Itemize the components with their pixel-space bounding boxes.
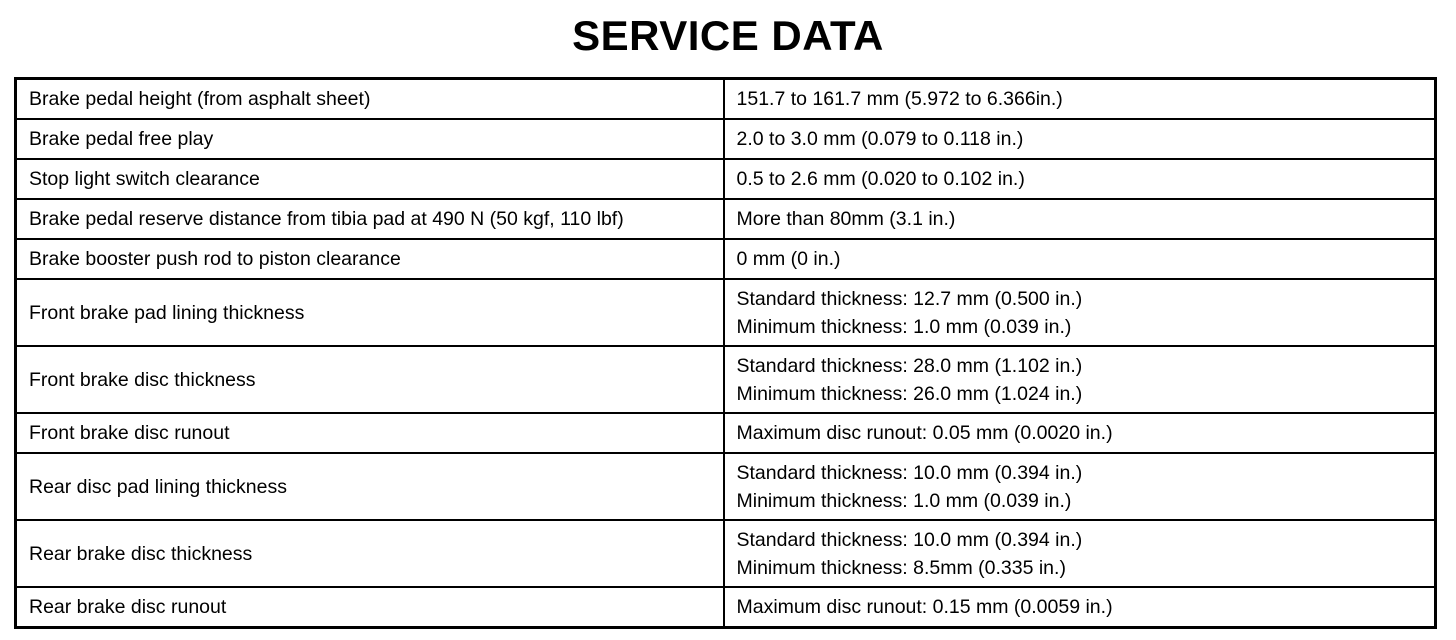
spec-value-cell: 151.7 to 161.7 mm (5.972 to 6.366in.) (722, 77, 1437, 120)
table-row: Stop light switch clearance 0.5 to 2.6 m… (14, 158, 1437, 200)
spec-item-label: Brake booster push rod to piston clearan… (29, 248, 401, 270)
spec-value-text: 151.7 to 161.7 mm (5.972 to 6.366in.) (736, 88, 1063, 110)
spec-value-cell: Standard thickness: 10.0 mm (0.394 in.) … (722, 519, 1437, 588)
spec-item-label: Stop light switch clearance (29, 168, 260, 190)
spec-value-text: Maximum disc runout: 0.05 mm (0.0020 in.… (736, 422, 1113, 444)
spec-item-label: Brake pedal reserve distance from tibia … (29, 208, 624, 230)
spec-value-text: Minimum thickness: 1.0 mm (0.039 in.) (736, 489, 1072, 512)
table-row: Brake pedal reserve distance from tibia … (14, 198, 1437, 240)
spec-value-text: Maximum disc runout: 0.15 mm (0.0059 in.… (736, 596, 1113, 618)
spec-value-cell: Maximum disc runout: 0.15 mm (0.0059 in.… (722, 586, 1437, 629)
spec-value-cell: More than 80mm (3.1 in.) (722, 198, 1437, 240)
spec-item-label: Rear disc pad lining thickness (29, 475, 287, 498)
spec-value-cell: Standard thickness: 12.7 mm (0.500 in.) … (722, 278, 1437, 347)
spec-item-cell: Brake booster push rod to piston clearan… (14, 238, 725, 280)
table-row: Rear brake disc runout Maximum disc runo… (14, 586, 1437, 629)
service-data-table: Brake pedal height (from asphalt sheet) … (14, 77, 1437, 629)
spec-value-text: Standard thickness: 28.0 mm (1.102 in.) (736, 354, 1083, 377)
spec-item-label: Rear brake disc runout (29, 596, 227, 618)
page-title: SERVICE DATA (572, 12, 884, 59)
spec-value-cell: 2.0 to 3.0 mm (0.079 to 0.118 in.) (722, 118, 1437, 160)
spec-value-text: 2.0 to 3.0 mm (0.079 to 0.118 in.) (736, 128, 1024, 150)
spec-item-cell: Rear brake disc thickness (14, 519, 725, 588)
spec-value-cell: 0.5 to 2.6 mm (0.020 to 0.102 in.) (722, 158, 1437, 200)
spec-value-cell: Standard thickness: 10.0 mm (0.394 in.) … (722, 452, 1437, 521)
spec-value-cell: 0 mm (0 in.) (722, 238, 1437, 280)
spec-item-label: Front brake disc thickness (29, 368, 256, 391)
spec-item-label: Front brake disc runout (29, 422, 230, 444)
spec-value-text: More than 80mm (3.1 in.) (736, 208, 956, 230)
table-row: Brake pedal height (from asphalt sheet) … (14, 77, 1437, 120)
spec-item-cell: Brake pedal height (from asphalt sheet) (14, 77, 725, 120)
spec-item-cell: Rear brake disc runout (14, 586, 725, 629)
table-row: Front brake disc runout Maximum disc run… (14, 412, 1437, 454)
spec-value-text: Minimum thickness: 1.0 mm (0.039 in.) (736, 315, 1072, 338)
table-row: Brake booster push rod to piston clearan… (14, 238, 1437, 280)
table-row: Front brake pad lining thickness Standar… (14, 278, 1437, 347)
table-row: Brake pedal free play 2.0 to 3.0 mm (0.0… (14, 118, 1437, 160)
spec-item-cell: Brake pedal reserve distance from tibia … (14, 198, 725, 240)
spec-value-text: Standard thickness: 10.0 mm (0.394 in.) (736, 528, 1083, 551)
spec-item-cell: Front brake disc runout (14, 412, 725, 454)
spec-value-text: Standard thickness: 12.7 mm (0.500 in.) (736, 287, 1083, 310)
spec-value-cell: Maximum disc runout: 0.05 mm (0.0020 in.… (722, 412, 1437, 454)
table-row: Rear brake disc thickness Standard thick… (14, 519, 1437, 588)
spec-item-label: Rear brake disc thickness (29, 542, 253, 565)
spec-item-cell: Stop light switch clearance (14, 158, 725, 200)
spec-value-text: 0 mm (0 in.) (736, 248, 841, 270)
spec-item-cell: Front brake pad lining thickness (14, 278, 725, 347)
spec-item-cell: Brake pedal free play (14, 118, 725, 160)
spec-value-cell: Standard thickness: 28.0 mm (1.102 in.) … (722, 345, 1437, 414)
spec-value-text: Standard thickness: 10.0 mm (0.394 in.) (736, 461, 1083, 484)
spec-item-label: Front brake pad lining thickness (29, 301, 305, 324)
spec-value-text: Minimum thickness: 8.5mm (0.335 in.) (736, 556, 1066, 579)
table-row: Rear disc pad lining thickness Standard … (14, 452, 1437, 521)
table-row: Front brake disc thickness Standard thic… (14, 345, 1437, 414)
spec-value-text: Minimum thickness: 26.0 mm (1.024 in.) (736, 382, 1083, 405)
spec-item-label: Brake pedal free play (29, 128, 214, 150)
spec-item-cell: Front brake disc thickness (14, 345, 725, 414)
spec-item-cell: Rear disc pad lining thickness (14, 452, 725, 521)
spec-item-label: Brake pedal height (from asphalt sheet) (29, 88, 371, 110)
spec-value-text: 0.5 to 2.6 mm (0.020 to 0.102 in.) (736, 168, 1025, 190)
